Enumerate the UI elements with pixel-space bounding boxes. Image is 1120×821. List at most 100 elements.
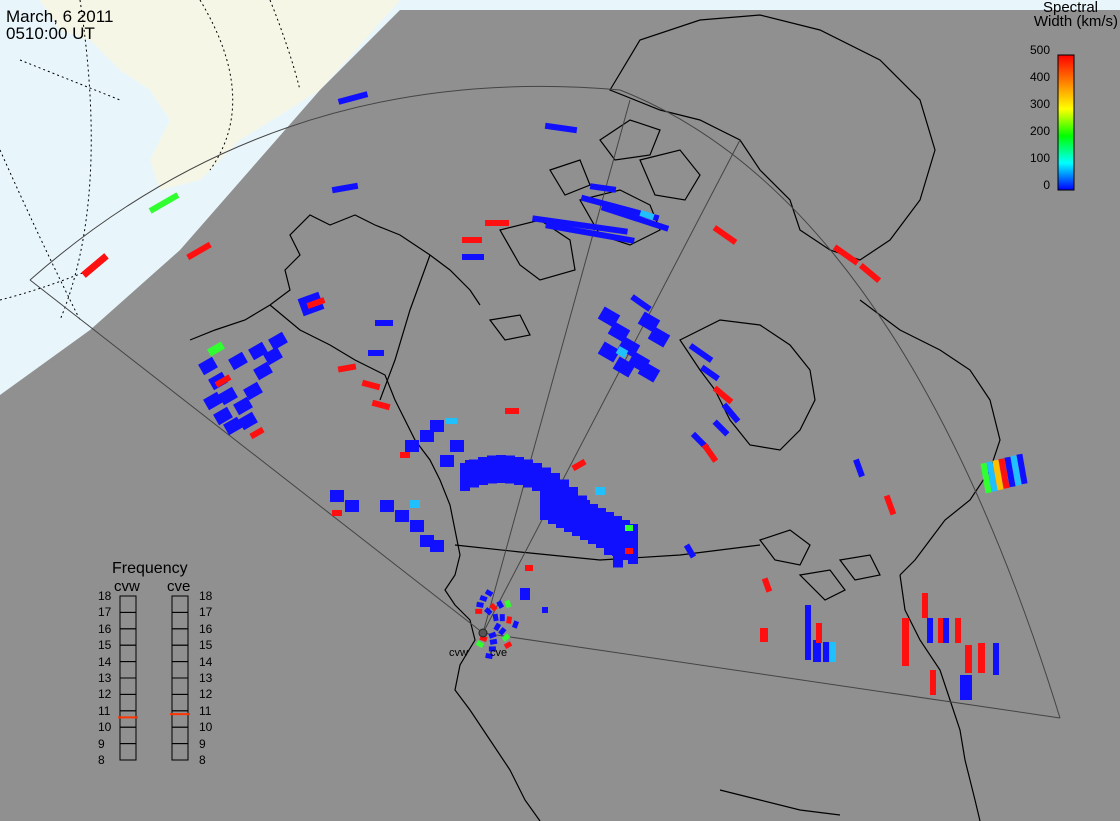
echo-cell bbox=[375, 320, 393, 326]
frequency-box bbox=[171, 743, 189, 761]
colorbar-tick: 500 bbox=[1029, 43, 1050, 57]
echo-cell bbox=[496, 600, 505, 609]
echo-cell bbox=[330, 490, 344, 502]
frequency-tick-left: 12 bbox=[98, 687, 112, 702]
radar-site-marker bbox=[478, 628, 488, 638]
echo-cell bbox=[544, 122, 578, 134]
echo-cell bbox=[523, 459, 533, 488]
echo-cell bbox=[368, 350, 384, 356]
frequency-tick-left: 17 bbox=[98, 605, 112, 620]
echo-cell bbox=[580, 500, 590, 540]
echo-cell bbox=[485, 220, 509, 226]
echo-cell bbox=[532, 215, 628, 235]
echo-cell bbox=[410, 500, 420, 508]
echo-cell bbox=[960, 675, 972, 700]
echo-cell bbox=[492, 613, 499, 622]
nightside-region bbox=[0, 10, 1120, 821]
echo-cell bbox=[816, 623, 822, 643]
echo-cell bbox=[469, 459, 479, 488]
echo-cell bbox=[430, 540, 444, 552]
frequency-tick-right: 16 bbox=[199, 621, 213, 636]
echo-cell bbox=[943, 618, 949, 643]
echo-cell bbox=[571, 458, 587, 472]
frequency-tick-right: 15 bbox=[199, 638, 213, 653]
echo-cell bbox=[805, 605, 811, 660]
echo-cell bbox=[503, 641, 513, 649]
echo-cell bbox=[712, 225, 738, 245]
echo-cell bbox=[337, 91, 369, 105]
echo-cell bbox=[922, 593, 928, 618]
echo-cell bbox=[832, 244, 860, 266]
echo-cell bbox=[380, 500, 394, 512]
echo-cell bbox=[986, 461, 998, 492]
echo-cell bbox=[400, 452, 410, 458]
echo-cell bbox=[612, 516, 622, 556]
echo-cell bbox=[998, 458, 1010, 489]
echo-cell bbox=[345, 500, 359, 512]
echo-cell bbox=[505, 408, 519, 414]
frequency-tick-right: 14 bbox=[199, 654, 213, 669]
echo-cell bbox=[233, 396, 253, 416]
echo-cell bbox=[1016, 453, 1028, 485]
frequency-tick-right: 13 bbox=[199, 671, 213, 685]
echo-cell bbox=[148, 192, 180, 214]
frequency-tick-right: 11 bbox=[199, 703, 212, 718]
echo-cell bbox=[548, 484, 558, 524]
echo-cell bbox=[488, 646, 496, 652]
echo-cell bbox=[475, 608, 483, 614]
echo-cell bbox=[504, 599, 512, 609]
echo-cell bbox=[540, 480, 550, 520]
echo-cell bbox=[588, 504, 598, 544]
frequency-tick-right: 8 bbox=[199, 753, 206, 767]
frequency-tick-right: 18 bbox=[199, 589, 213, 603]
colorbar-tick: 300 bbox=[1029, 97, 1050, 111]
echo-cell bbox=[639, 209, 655, 221]
echo-cell bbox=[830, 642, 836, 662]
echo-cell bbox=[630, 294, 652, 312]
echo-cell bbox=[331, 182, 359, 194]
colorbar-title-line2: Width (km/s) bbox=[1033, 13, 1118, 30]
echo-cell bbox=[604, 512, 614, 552]
echo-cell bbox=[332, 510, 342, 516]
echo-cell bbox=[249, 426, 265, 440]
echo-cell bbox=[484, 607, 493, 616]
echo-cell bbox=[511, 620, 520, 629]
echo-cell bbox=[506, 616, 513, 624]
echo-cell bbox=[930, 670, 936, 695]
echo-cell bbox=[505, 455, 515, 484]
echo-cell bbox=[721, 402, 741, 424]
echo-cell bbox=[625, 548, 633, 554]
frequency-tick-left: 14 bbox=[98, 654, 112, 669]
echo-cell bbox=[420, 430, 434, 442]
echo-cell bbox=[223, 416, 243, 436]
colorbar-tick: 100 bbox=[1029, 151, 1050, 165]
echo-cell bbox=[475, 640, 485, 649]
echo-cell bbox=[628, 524, 638, 564]
echo-cell bbox=[596, 508, 606, 548]
echo-cell bbox=[615, 346, 629, 358]
echo-cell bbox=[525, 565, 533, 571]
frequency-tick-left: 13 bbox=[98, 671, 112, 685]
echo-cell bbox=[501, 633, 511, 642]
echo-cell bbox=[927, 618, 933, 643]
graticule-lines bbox=[0, 0, 301, 321]
date-label: March, 6 2011 bbox=[6, 7, 114, 26]
echo-cell bbox=[218, 386, 238, 406]
echo-cell bbox=[371, 399, 391, 411]
echo-cell bbox=[701, 443, 719, 463]
time-label: 0510:00 UT bbox=[6, 24, 95, 43]
echo-cell bbox=[545, 222, 635, 244]
echo-cell bbox=[207, 341, 225, 357]
echo-cell bbox=[440, 455, 454, 467]
echo-cell bbox=[556, 488, 566, 528]
country-borders bbox=[379, 254, 761, 561]
dayside-land bbox=[40, 0, 400, 190]
echo-cell bbox=[263, 346, 283, 366]
echo-cell bbox=[484, 589, 494, 597]
echo-cell bbox=[712, 385, 734, 405]
echo-cell bbox=[813, 640, 821, 662]
frequency-tick-left: 15 bbox=[98, 638, 112, 653]
echo-cell bbox=[625, 525, 633, 531]
echo-cell bbox=[489, 602, 498, 612]
